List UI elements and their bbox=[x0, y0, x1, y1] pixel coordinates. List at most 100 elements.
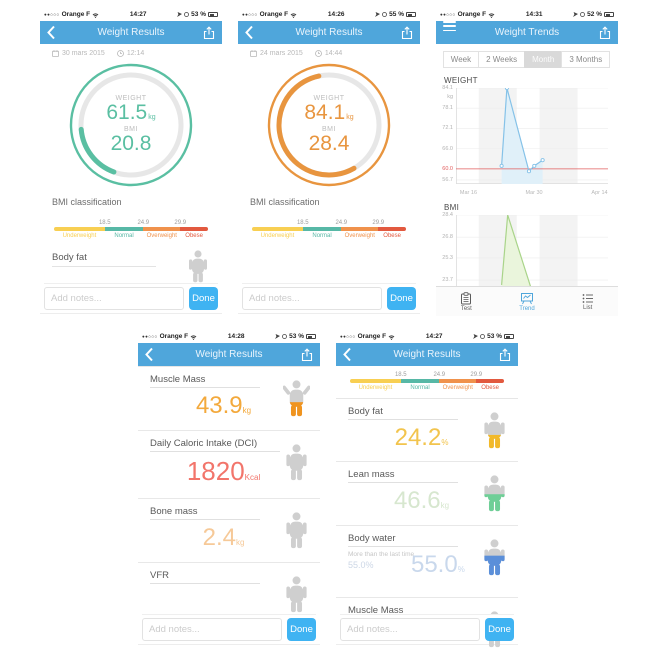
weight-line-chart bbox=[456, 85, 608, 184]
alarm-icon bbox=[480, 334, 486, 339]
notes-input[interactable] bbox=[242, 287, 382, 310]
wifi-icon bbox=[388, 334, 395, 340]
wifi-icon bbox=[190, 334, 197, 340]
gauge-weight-value: 84.1kg bbox=[304, 100, 354, 124]
tab-week[interactable]: Week bbox=[442, 51, 480, 68]
body-water-person-icon bbox=[484, 538, 505, 575]
tab-2-weeks[interactable]: 2 Weeks bbox=[478, 51, 526, 68]
notes-input[interactable] bbox=[44, 287, 184, 310]
metric-section-vfr: VFR bbox=[138, 563, 320, 641]
done-button[interactable]: Done bbox=[387, 287, 416, 310]
gauge-bmi-value: 20.8 bbox=[110, 132, 152, 155]
nav-title: Weight Results bbox=[393, 349, 461, 360]
calendar-icon bbox=[52, 50, 59, 57]
person-icon bbox=[286, 576, 307, 613]
done-button[interactable]: Done bbox=[189, 287, 218, 310]
bmi-classification-scale: 18.5 24.9 29.9 Underweight Normal Overweight O… bbox=[54, 220, 208, 240]
measurement-datetime: 30 mars 2015 12:14 bbox=[40, 44, 222, 57]
tabbar-list[interactable]: List bbox=[557, 287, 618, 316]
notes-row: Done bbox=[44, 283, 218, 310]
done-button[interactable]: Done bbox=[287, 618, 316, 641]
back-button[interactable] bbox=[47, 21, 56, 44]
carrier-label: Orange F bbox=[259, 11, 289, 18]
body-fat-heading: Body fat bbox=[52, 252, 156, 267]
battery-icon bbox=[504, 334, 514, 339]
bmi-classification-heading: BMI classification bbox=[250, 197, 320, 207]
share-button[interactable] bbox=[301, 343, 313, 366]
measurement-time: 12:14 bbox=[126, 50, 145, 57]
metric-section-dci: Daily Caloric Intake (DCI) 1820Kcal bbox=[138, 431, 320, 499]
clipboard-icon bbox=[461, 291, 472, 304]
status-bar: ●●○○○ Orange F 14:27 53 % bbox=[336, 330, 518, 343]
metric-section-bone-mass: Bone mass 2.4kg bbox=[138, 499, 320, 563]
location-arrow-icon bbox=[177, 12, 183, 17]
status-bar: ●●○○○ Orange F 14:28 53 % bbox=[138, 330, 320, 343]
alarm-icon bbox=[580, 12, 586, 17]
body-water-note: More than the last time 55.0% bbox=[348, 550, 415, 571]
notes-row: Done bbox=[340, 614, 514, 641]
tab-month[interactable]: Month bbox=[524, 51, 563, 68]
notes-input[interactable] bbox=[142, 618, 282, 641]
metric-section-lean-mass: Lean mass 46.6kg bbox=[336, 462, 518, 526]
share-button[interactable] bbox=[499, 343, 511, 366]
alarm-icon bbox=[282, 334, 288, 339]
back-button[interactable] bbox=[145, 343, 154, 366]
metric-section-body-fat: Body fat 24.2% bbox=[336, 397, 518, 462]
location-arrow-icon bbox=[573, 12, 579, 17]
body-fat-person-icon bbox=[484, 411, 505, 448]
bmi-chart: 28.4 26.8 25.3 23.7 bbox=[436, 212, 618, 292]
measurement-date: 30 mars 2015 bbox=[62, 50, 105, 57]
status-bar: ●●○○○ Orange F 14:31 52 % bbox=[436, 8, 618, 21]
bmi-line-chart bbox=[456, 214, 608, 287]
notes-row: Done bbox=[142, 614, 316, 641]
bone-person-icon bbox=[286, 512, 307, 549]
tab-3-months[interactable]: 3 Months bbox=[561, 51, 611, 68]
done-button[interactable]: Done bbox=[485, 618, 514, 641]
nav-bar: Weight Results bbox=[40, 21, 222, 44]
nav-title: Weight Results bbox=[97, 27, 165, 38]
alarm-icon bbox=[382, 12, 388, 17]
nav-bar: Weight Trends bbox=[436, 21, 618, 44]
trend-board-icon bbox=[521, 292, 533, 304]
list-icon bbox=[582, 293, 593, 303]
alarm-icon bbox=[184, 12, 190, 17]
bmi-classification-heading: BMI classification bbox=[52, 197, 122, 207]
nav-title: Weight Results bbox=[195, 349, 263, 360]
cell-signal-icon: ●●○○○ bbox=[142, 334, 158, 339]
gauge-weight-label: WEIGHT bbox=[313, 94, 345, 102]
wifi-icon bbox=[488, 12, 495, 18]
back-button[interactable] bbox=[343, 343, 352, 366]
weight-chart: 84.1 kg 78.1 72.1 66.0 56.7 60.0 Mar 16 Mar 30 A… bbox=[436, 85, 618, 198]
measurement-datetime: 24 mars 2015 14:44 bbox=[238, 44, 420, 57]
notes-input[interactable] bbox=[340, 618, 480, 641]
phone-weight-trends: ●●○○○ Orange F 14:31 52 % Weight Trends … bbox=[436, 8, 618, 316]
bmi-classification-scale: 18.5 24.9 29.9 Underweight Normal Overweight O… bbox=[252, 220, 406, 240]
phone-weight-results-green: ●●○○○ Orange F 14:27 53 % Weight Results… bbox=[40, 8, 222, 314]
battery-icon bbox=[208, 12, 218, 17]
carrier-label: Orange F bbox=[159, 333, 189, 340]
gauge-bmi-label: BMI bbox=[124, 126, 138, 133]
nav-bar: Weight Results bbox=[138, 343, 320, 366]
bmi-chart-y-axis: 28.4 26.8 25.3 23.7 bbox=[442, 212, 453, 284]
carrier-label: Orange F bbox=[61, 11, 91, 18]
tabbar-trend[interactable]: Trend bbox=[497, 287, 558, 316]
cell-signal-icon: ●●○○○ bbox=[242, 12, 258, 17]
wifi-icon bbox=[92, 12, 99, 18]
status-bar: ●●○○○ Orange F 14:26 55 % bbox=[238, 8, 420, 21]
calendar-icon bbox=[250, 50, 257, 57]
share-button[interactable] bbox=[401, 21, 413, 44]
battery-percent: 52 % bbox=[587, 11, 602, 18]
share-button[interactable] bbox=[203, 21, 215, 44]
location-arrow-icon bbox=[275, 334, 281, 339]
metric-section-muscle-mass: Muscle Mass 43.9kg bbox=[138, 367, 320, 431]
notes-row: Done bbox=[242, 283, 416, 310]
menu-button[interactable] bbox=[443, 21, 456, 44]
battery-icon bbox=[604, 12, 614, 17]
weight-bmi-gauge: WEIGHT 61.5kg BMI 20.8 bbox=[67, 61, 195, 189]
phone-weight-results-orange: ●●○○○ Orange F 14:26 55 % Weight Results… bbox=[238, 8, 420, 314]
share-button[interactable] bbox=[599, 21, 611, 44]
tabbar-test[interactable]: Test bbox=[436, 287, 497, 316]
nav-title: Weight Trends bbox=[494, 27, 560, 38]
back-button[interactable] bbox=[245, 21, 254, 44]
